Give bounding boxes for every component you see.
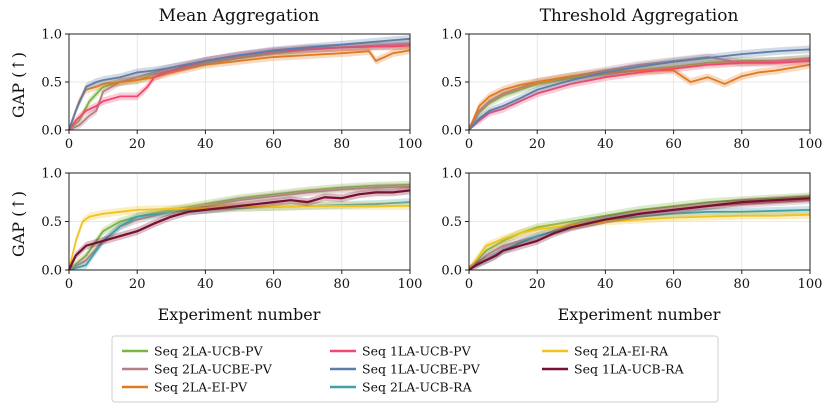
legend-label-prefix: Seq bbox=[574, 362, 598, 377]
legend-label-method: 1LA-UCB-RA bbox=[598, 362, 685, 377]
series-band bbox=[469, 210, 810, 270]
y-tick-label: 1.0 bbox=[41, 167, 62, 182]
series-band bbox=[69, 202, 410, 270]
y-tick-label: 0.0 bbox=[41, 124, 62, 139]
legend-label-prefix: Seq bbox=[362, 362, 386, 377]
x-tick-label: 60 bbox=[265, 277, 282, 292]
series-band bbox=[69, 34, 410, 130]
y-tick-label: 0.5 bbox=[41, 76, 62, 91]
legend-label-method: 2LA-UCB-PV bbox=[178, 344, 264, 359]
legend-label: Seq 2LA-UCB-RA bbox=[362, 380, 473, 395]
x-tick-label: 40 bbox=[197, 277, 214, 292]
y-tick-label: 1.0 bbox=[441, 28, 462, 43]
legend-label: Seq 1LA-UCB-RA bbox=[574, 362, 685, 377]
x-tick-label: 20 bbox=[129, 137, 146, 152]
panel-pv-mean: 0 20 40 60 80 100 0.0 0.5 1.0 bbox=[41, 28, 422, 153]
series-line bbox=[68, 44, 411, 131]
series-line bbox=[68, 49, 411, 131]
x-tick-label: 80 bbox=[734, 137, 751, 152]
column-title-mean: Mean Aggregation bbox=[159, 6, 320, 26]
series-line bbox=[468, 195, 811, 271]
series-line bbox=[468, 59, 811, 131]
series-line bbox=[468, 197, 811, 271]
series-line bbox=[68, 37, 411, 131]
series-band bbox=[69, 186, 410, 270]
y-tick-label: 0.5 bbox=[441, 76, 462, 91]
series-line bbox=[68, 183, 411, 271]
panel-ra-threshold: 0 20 40 60 80 100 0.0 0.5 1.0 bbox=[441, 167, 822, 293]
x-tick-label: 40 bbox=[597, 137, 614, 152]
column-title-threshold: Threshold Aggregation bbox=[540, 6, 739, 26]
series-band bbox=[69, 46, 410, 131]
x-tick-label: 60 bbox=[665, 137, 682, 152]
series-band bbox=[469, 196, 810, 270]
x-tick-label: 20 bbox=[529, 137, 546, 152]
y-axis-label-top: GAP (↑) bbox=[9, 52, 28, 118]
legend-label: Seq 2LA-UCB-PV bbox=[154, 344, 264, 359]
series-band bbox=[69, 41, 410, 130]
x-tick-label: 80 bbox=[734, 277, 751, 292]
legend-label-prefix: Seq bbox=[362, 380, 386, 395]
legend-label-prefix: Seq bbox=[574, 344, 598, 359]
legend-label-prefix: Seq bbox=[154, 380, 178, 395]
legend-label: Seq 2LA-EI-PV bbox=[154, 380, 248, 395]
x-tick-label: 100 bbox=[798, 137, 823, 152]
series-band bbox=[469, 45, 810, 130]
legend-label: Seq 1LA-UCB-PV bbox=[362, 344, 472, 359]
x-tick-label: 20 bbox=[129, 277, 146, 292]
y-tick-label: 1.0 bbox=[41, 28, 62, 43]
x-tick-label: 100 bbox=[398, 277, 423, 292]
x-tick-label: 60 bbox=[665, 277, 682, 292]
legend-label: Seq 1LA-UCBE-PV bbox=[362, 362, 481, 377]
legend-label-prefix: Seq bbox=[154, 362, 178, 377]
x-tick-label: 80 bbox=[334, 137, 351, 152]
x-tick-label: 0 bbox=[465, 137, 473, 152]
x-axis-label-left: Experiment number bbox=[158, 305, 321, 324]
legend-label: Seq 2LA-EI-RA bbox=[574, 344, 669, 359]
panel-ra-mean: 0 20 40 60 80 100 0.0 0.5 1.0 bbox=[41, 167, 422, 293]
x-tick-label: 60 bbox=[265, 137, 282, 152]
legend-box bbox=[111, 335, 719, 403]
x-tick-label: 0 bbox=[65, 277, 73, 292]
panel-pv-threshold: 0 20 40 60 80 100 0.0 0.5 1.0 bbox=[441, 28, 822, 153]
x-tick-label: 0 bbox=[465, 277, 473, 292]
series-line bbox=[468, 56, 811, 131]
series-band bbox=[469, 60, 810, 130]
y-tick-label: 0.0 bbox=[441, 124, 462, 139]
series-band bbox=[469, 194, 810, 270]
series-band bbox=[69, 198, 410, 270]
legend-label-method: 2LA-EI-RA bbox=[598, 344, 669, 359]
x-tick-label: 100 bbox=[798, 277, 823, 292]
x-tick-label: 20 bbox=[529, 277, 546, 292]
y-axis-label-bottom: GAP (↑) bbox=[9, 191, 28, 257]
legend-label-prefix: Seq bbox=[154, 344, 178, 359]
x-axis-label-right: Experiment number bbox=[558, 305, 721, 324]
legend-label-method: 2LA-UCBE-PV bbox=[178, 362, 273, 377]
x-tick-label: 0 bbox=[65, 137, 73, 152]
x-tick-label: 40 bbox=[197, 137, 214, 152]
legend-label-method: 1LA-UCBE-PV bbox=[386, 362, 481, 377]
legend-label-prefix: Seq bbox=[362, 344, 386, 359]
y-tick-label: 0.0 bbox=[41, 264, 62, 279]
legend-label: Seq 2LA-UCBE-PV bbox=[154, 362, 273, 377]
y-tick-label: 0.5 bbox=[41, 215, 62, 230]
y-tick-label: 0.5 bbox=[441, 215, 462, 230]
series-line bbox=[68, 205, 410, 271]
legend-label-method: 2LA-UCB-RA bbox=[386, 380, 473, 395]
y-tick-label: 0.0 bbox=[441, 264, 462, 279]
x-tick-label: 80 bbox=[334, 277, 351, 292]
x-tick-label: 40 bbox=[597, 277, 614, 292]
y-tick-label: 1.0 bbox=[441, 167, 462, 182]
legend-label-method: 1LA-UCB-PV bbox=[386, 344, 472, 359]
series-band bbox=[69, 39, 410, 131]
series-line bbox=[68, 189, 411, 271]
legend-label-method: 2LA-EI-PV bbox=[178, 380, 248, 395]
series-line bbox=[468, 48, 811, 131]
series-line bbox=[468, 213, 811, 271]
x-tick-label: 100 bbox=[398, 137, 423, 152]
